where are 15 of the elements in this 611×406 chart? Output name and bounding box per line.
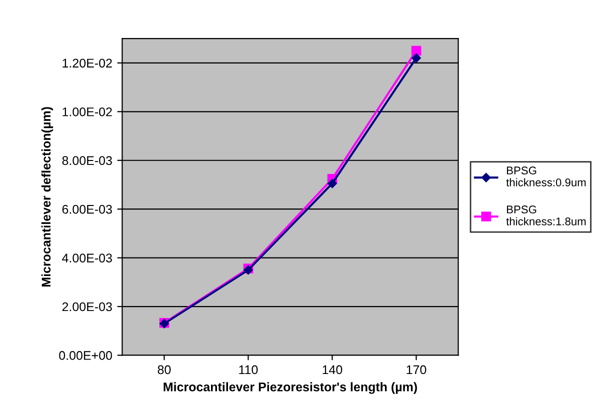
x-tick-label: 140 xyxy=(322,365,342,374)
x-axis-title: Microcantilever Piezoresistor's length (µm) xyxy=(164,382,417,394)
legend-label: BPSG thickness:0.9um xyxy=(506,166,586,186)
y-tick-label: 1.00E-02 xyxy=(62,107,112,116)
y-tick-label: 6.00E-03 xyxy=(62,204,112,214)
y-tick-label: 1.20E-02 xyxy=(62,58,112,68)
y-tick-label: 4.00E-03 xyxy=(62,254,112,262)
x-tick-label: 170 xyxy=(406,365,426,374)
y-tick-label: 2.00E-03 xyxy=(62,302,112,312)
x-tick-label: 80 xyxy=(158,365,171,374)
y-tick-label: 0.00E+00 xyxy=(59,351,112,360)
y-axis-title: Microcantilever deflection(µm) xyxy=(41,107,54,286)
legend-label: BPSG thickness:1.8um xyxy=(506,206,586,226)
x-tick-label: 110 xyxy=(239,365,258,374)
y-tick-label: 8.00E-03 xyxy=(62,156,112,166)
